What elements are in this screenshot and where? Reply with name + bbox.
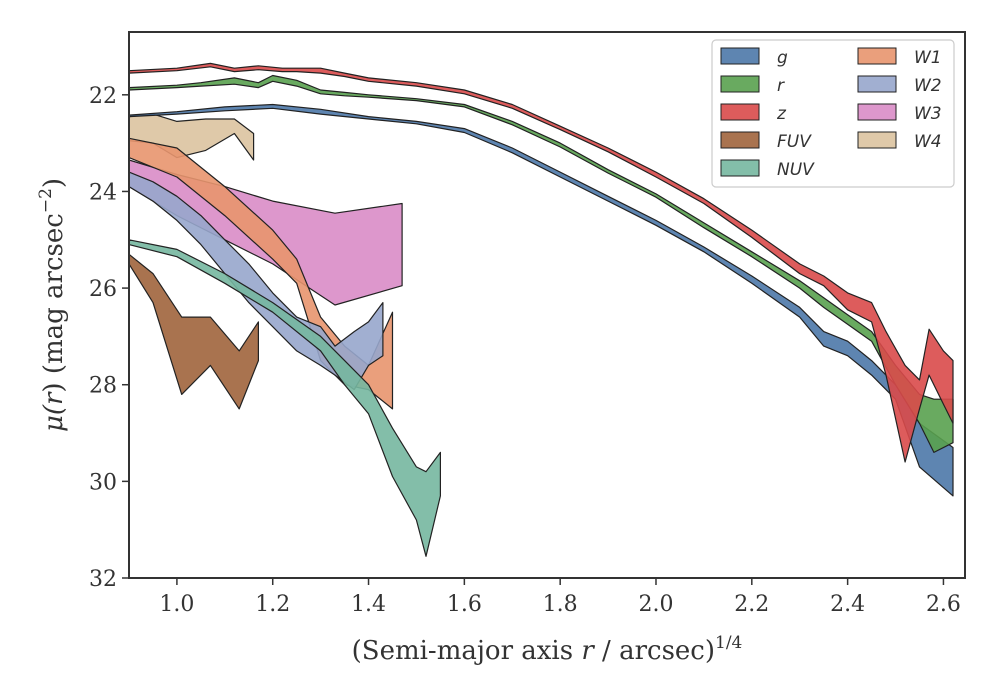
x-axis-label: (Semi-major axis r / arcsec)1/4 bbox=[352, 633, 743, 666]
legend-label-fuv: FUV bbox=[777, 132, 812, 152]
legend-label-w2: W2 bbox=[914, 76, 942, 96]
legend-swatch-g bbox=[720, 47, 760, 65]
legend-swatch-fuv bbox=[720, 131, 760, 149]
y-tick-label: 22 bbox=[89, 84, 117, 109]
legend-swatch-w2 bbox=[857, 75, 897, 93]
x-tick-label: 1.0 bbox=[159, 592, 194, 617]
x-tick-label: 2.6 bbox=[926, 592, 961, 617]
x-tick-label: 2.2 bbox=[734, 592, 769, 617]
band-nuv bbox=[128, 239, 441, 557]
legend-label-nuv: NUV bbox=[777, 160, 815, 180]
y-axis-ticks: 22 24 26 28 30 32 bbox=[89, 84, 129, 592]
x-axis-ticks: 1.0 1.2 1.4 1.6 1.8 2.0 2.2 2.4 2.6 bbox=[159, 578, 961, 617]
legend-swatch-z bbox=[720, 103, 760, 121]
legend-label-g: g bbox=[777, 48, 788, 68]
legend-label-z: z bbox=[776, 104, 787, 124]
y-tick-label: 32 bbox=[89, 567, 117, 592]
y-axis-label: μ(r) (mag arcsec−2) bbox=[36, 178, 69, 432]
legend-label-w3: W3 bbox=[914, 104, 942, 124]
x-tick-label: 2.4 bbox=[830, 592, 865, 617]
legend-label-r: r bbox=[777, 76, 785, 96]
y-tick-label: 24 bbox=[89, 180, 117, 205]
legend-swatch-r bbox=[720, 75, 760, 93]
band-g bbox=[128, 103, 954, 497]
y-tick-label: 26 bbox=[89, 277, 117, 302]
plot-frame bbox=[128, 31, 966, 579]
x-tick-label: 1.2 bbox=[255, 592, 290, 617]
legend-label-w4: W4 bbox=[914, 132, 942, 152]
legend: grz FUV NUV W1 W2 W3 W4 bbox=[711, 39, 955, 188]
band-z bbox=[128, 62, 954, 463]
band-fuv bbox=[128, 253, 259, 410]
x-tick-label: 2.0 bbox=[638, 592, 673, 617]
data-bands bbox=[128, 62, 954, 557]
y-tick-label: 28 bbox=[89, 374, 117, 399]
legend-swatch-w3 bbox=[857, 103, 897, 121]
band-r bbox=[128, 74, 954, 453]
legend-swatch-w4 bbox=[857, 131, 897, 149]
legend-swatch-w1 bbox=[857, 47, 897, 65]
legend-swatch-nuv bbox=[720, 159, 760, 177]
x-tick-label: 1.4 bbox=[351, 592, 386, 617]
legend-label-w1: W1 bbox=[914, 48, 942, 68]
y-tick-label: 30 bbox=[89, 470, 117, 495]
x-tick-label: 1.6 bbox=[447, 592, 482, 617]
x-tick-label: 1.8 bbox=[543, 592, 578, 617]
